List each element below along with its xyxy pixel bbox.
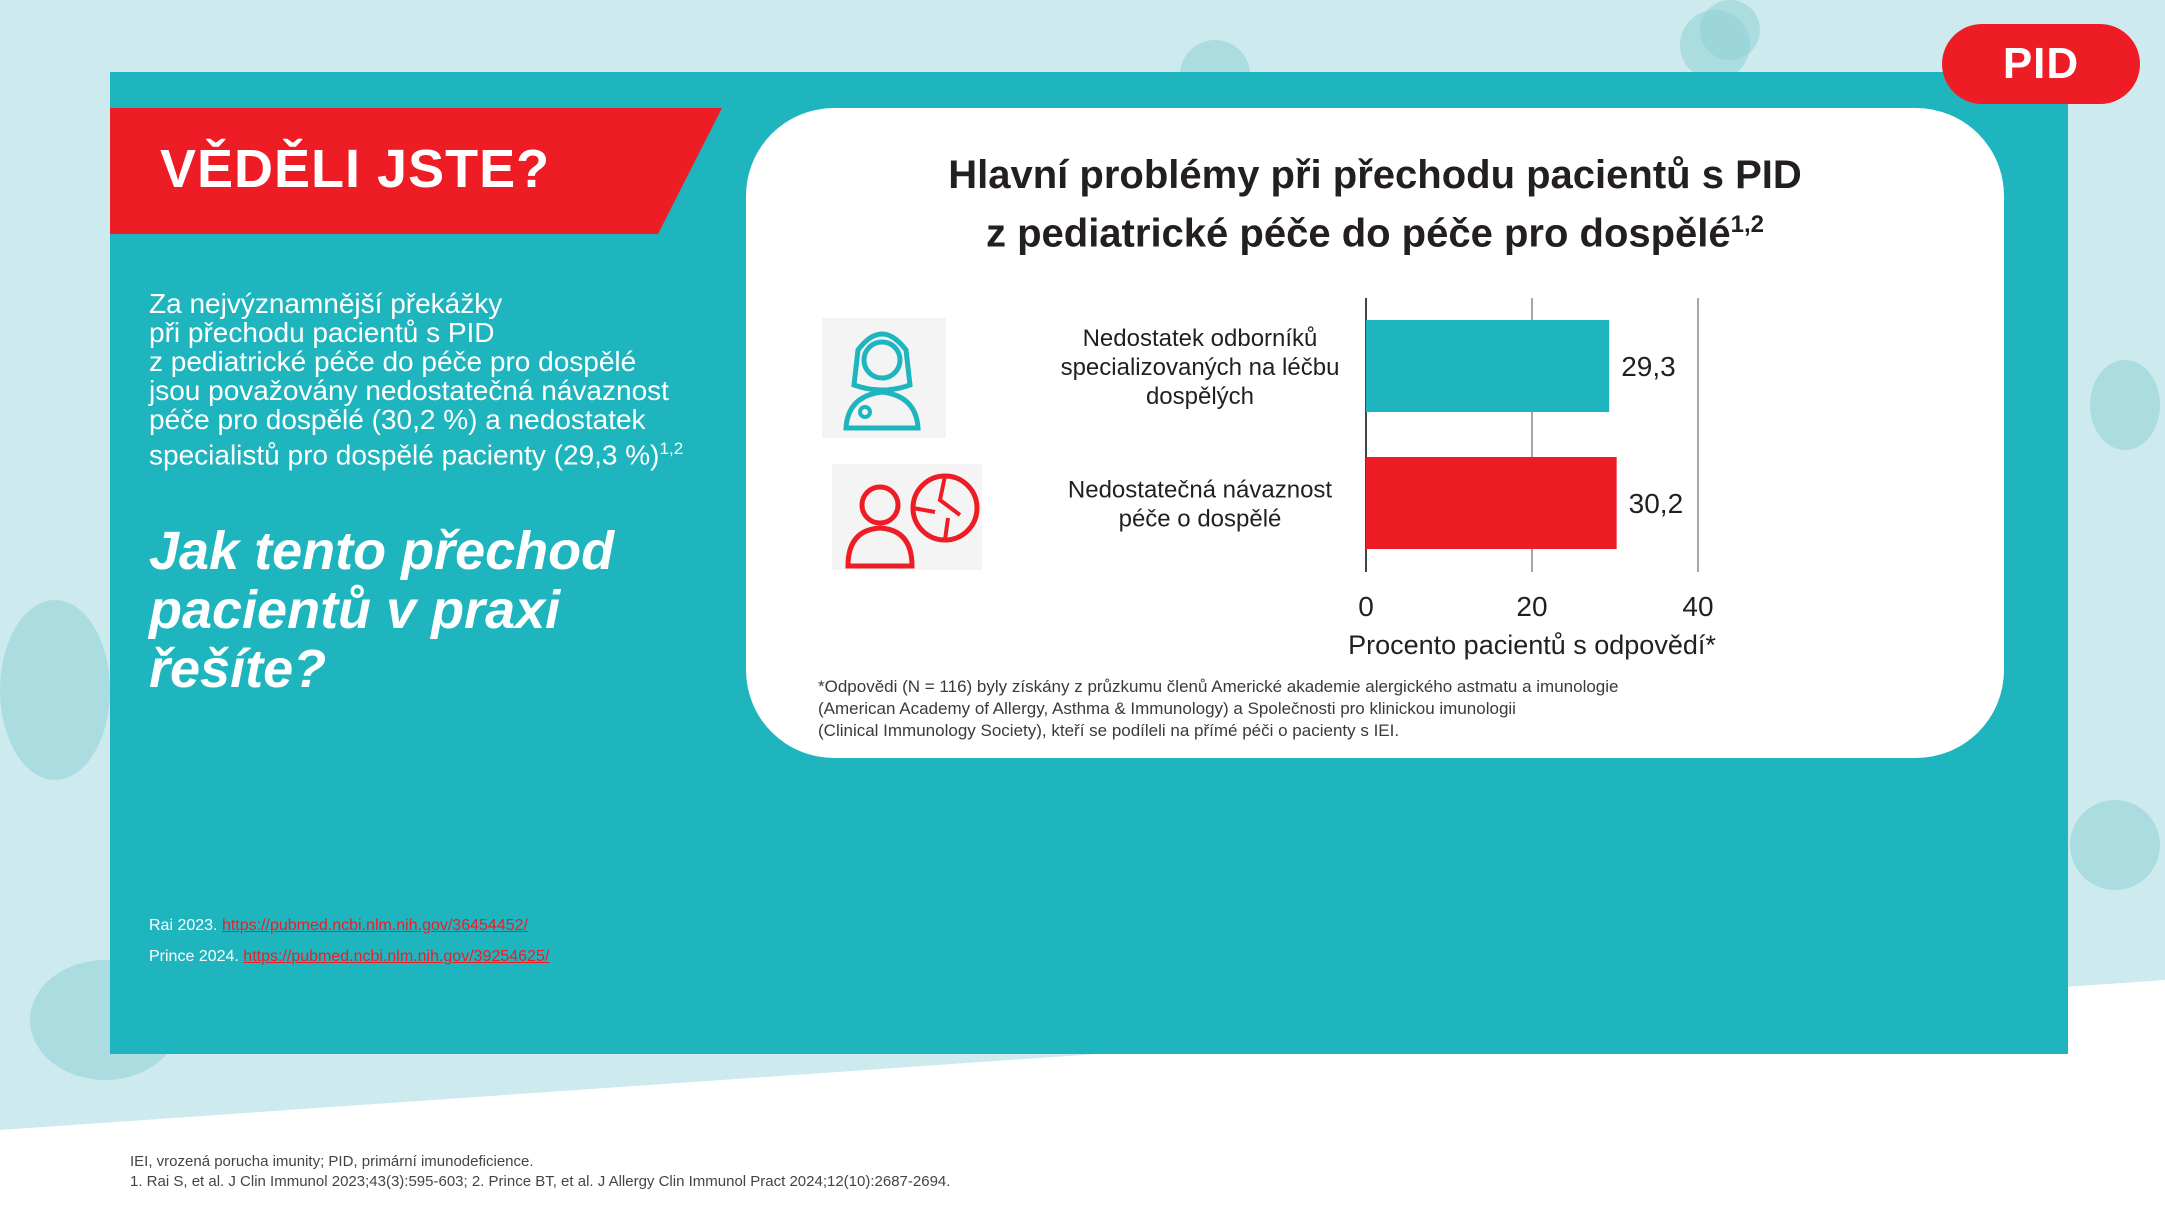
banner-title: VĚDĚLI JSTE? <box>160 139 551 199</box>
category-label: dospělých <box>1146 383 1254 410</box>
chart-title-line: z pediatrické péče do péče pro dospělé1,… <box>850 200 1900 258</box>
intro-sup: 1,2 <box>659 439 684 458</box>
bar-value-label: 29,3 <box>1621 351 1676 382</box>
chart-title-sup: 1,2 <box>1730 211 1765 238</box>
bar-value-label: 30,2 <box>1629 488 1684 519</box>
footnote-line: (American Academy of Allergy, Asthma & I… <box>818 699 1516 718</box>
question-text: Jak tento přechod pacientů v praxi řešít… <box>149 521 615 699</box>
intro-line: při přechodu pacientů s PID <box>149 317 495 348</box>
chart-card <box>746 108 2004 758</box>
x-tick-label: 0 <box>1358 591 1374 622</box>
intro-line: z pediatrické péče do péče pro dospělé <box>149 346 637 377</box>
chart-title-text: z pediatrické péče do péče pro dospělé <box>985 211 1731 256</box>
doctor-icon <box>822 318 946 438</box>
reference-prince: Prince 2024. https://pubmed.ncbi.nlm.nih… <box>149 948 549 966</box>
footnote-line: *Odpovědi (N = 116) byly získány z průzk… <box>818 677 1619 696</box>
reference-label: Rai 2023. <box>149 917 218 934</box>
category-label: péče o dospělé <box>1119 506 1282 533</box>
abbreviations: IEI, vrozená porucha imunity; PID, primá… <box>130 1153 534 1170</box>
decor-molecule <box>2070 800 2160 890</box>
intro-line: péče pro dospělé (30,2 %) a nedostatek <box>149 404 646 435</box>
footnote-line: (Clinical Immunology Society), kteří se … <box>818 721 1400 740</box>
bar <box>1366 320 1610 412</box>
chart-title: Hlavní problémy při přechodu pacientů s … <box>850 150 1900 258</box>
citations: 1. Rai S, et al. J Clin Immunol 2023;43(… <box>130 1173 951 1190</box>
banner <box>110 108 722 234</box>
x-axis-label: Procento pacientů s odpovědí* <box>1348 630 1716 660</box>
intro-line-text: specialistů pro dospělé pacienty (29,3 %… <box>149 439 660 471</box>
bar <box>1366 457 1617 549</box>
reference-link[interactable]: https://pubmed.ncbi.nlm.nih.gov/36454452… <box>221 917 528 934</box>
x-tick-label: 40 <box>1682 591 1713 622</box>
category-label: Nedostatek odborníků <box>1083 325 1318 352</box>
category-label: specializovaných na léčbu <box>1061 354 1340 381</box>
reference-label: Prince 2024. <box>149 948 239 965</box>
intro-line: jsou považovány nedostatečná návaznost <box>149 375 669 406</box>
x-tick-label: 20 <box>1516 591 1547 622</box>
intro-text: Za nejvýznamnější překážky při přechodu … <box>149 289 739 469</box>
chart-title-line: Hlavní problémy při přechodu pacientů s … <box>948 153 1802 197</box>
bottom-notes: IEI, vrozená porucha imunity; PID, primá… <box>130 1152 950 1192</box>
decor-molecule <box>1700 0 1760 60</box>
reference-link[interactable]: https://pubmed.ncbi.nlm.nih.gov/39254625… <box>243 948 550 965</box>
category-label: Nedostatečná návaznost <box>1068 477 1333 504</box>
pid-badge: PID <box>1942 24 2140 104</box>
intro-line: Za nejvýznamnější překážky <box>149 288 503 319</box>
intro-line: specialistů pro dospělé pacienty (29,3 %… <box>149 434 739 469</box>
decor-molecule <box>0 600 110 780</box>
reference-rai: Rai 2023. https://pubmed.ncbi.nlm.nih.go… <box>149 917 528 935</box>
patient-puzzle-icon <box>832 464 982 570</box>
chart-footnote: *Odpovědi (N = 116) byly získány z průzk… <box>818 676 1818 742</box>
decor-molecule <box>2090 360 2160 450</box>
